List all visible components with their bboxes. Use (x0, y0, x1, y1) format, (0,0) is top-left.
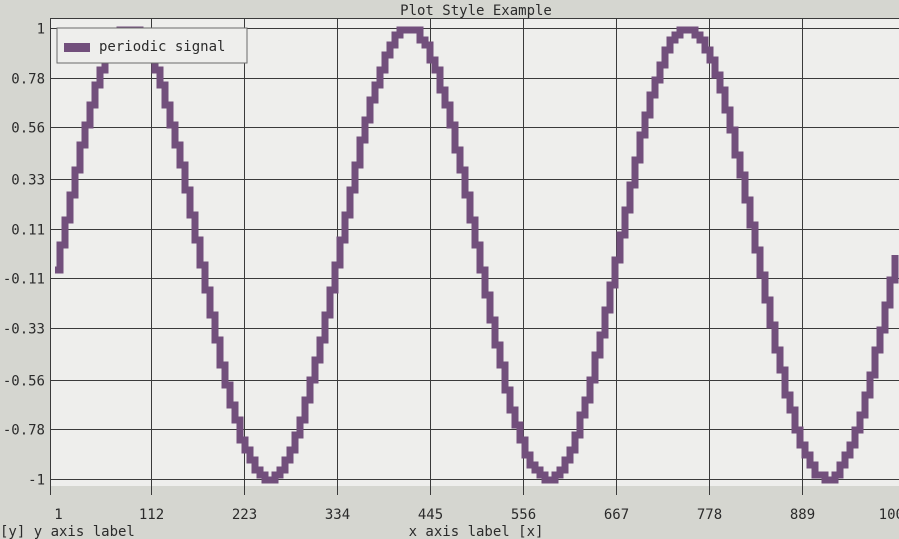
x-tick-label: 889 (790, 507, 815, 523)
x-tick-label: 112 (139, 507, 164, 523)
legend: periodic signal (56, 27, 248, 64)
x-tick-label: 556 (511, 507, 536, 523)
y-tick-labels: 1 0.78 0.56 0.33 0.11 -0.11 -0.33 -0.56 -0.78 -1 (3, 22, 45, 489)
y-tick-label: 0.33 (11, 173, 45, 189)
x-tick-label: 778 (697, 507, 722, 523)
series-periodic-signal (55, 26, 899, 484)
y-axis-label: [y] y axis label (0, 524, 135, 539)
x-tick-label: 223 (232, 507, 257, 523)
y-tick-label: 1 (37, 22, 45, 38)
series-line (55, 26, 899, 484)
y-tick-label: 0.56 (11, 121, 45, 137)
x-tick-label: 1000 (879, 507, 899, 523)
x-tick-label: 1 (54, 507, 62, 523)
legend-swatch (64, 43, 90, 52)
x-tick-label: 334 (325, 507, 350, 523)
y-tick-label: -0.11 (3, 272, 45, 288)
chart-title: Plot Style Example (400, 3, 552, 19)
y-tick-label: 0.11 (11, 223, 45, 239)
plot-area (50, 18, 899, 495)
y-tick-label: -0.33 (3, 322, 45, 338)
y-tick-label: 0.78 (11, 72, 45, 88)
y-tick-label: -1 (28, 473, 45, 489)
x-tick-label: 667 (604, 507, 629, 523)
x-axis-band (50, 486, 899, 495)
x-axis-label: x axis label [x] (409, 524, 544, 539)
y-tick-label: -0.78 (3, 423, 45, 439)
x-tick-labels: 1 112 223 334 445 556 667 778 889 1000 (54, 507, 899, 523)
legend-label: periodic signal (99, 39, 225, 55)
y-tick-label: -0.56 (3, 374, 45, 390)
x-tick-label: 445 (418, 507, 443, 523)
